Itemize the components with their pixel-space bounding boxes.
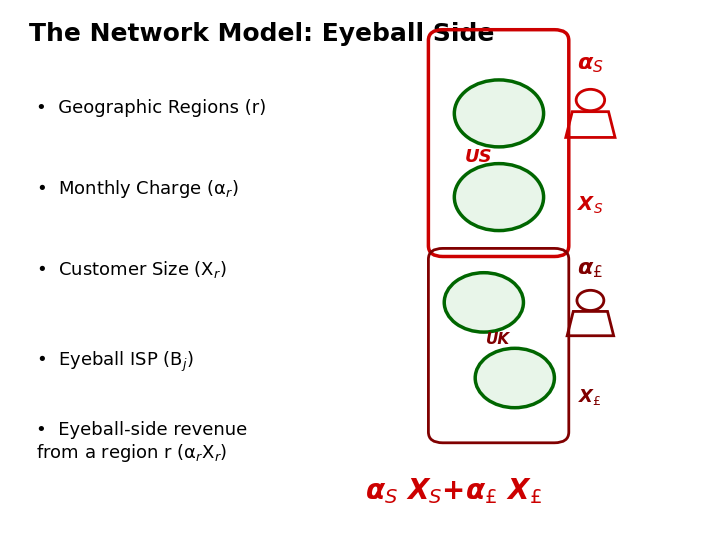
Circle shape [454,164,544,231]
Text: US: US [465,147,492,166]
Text: α$_S$: α$_S$ [577,55,604,75]
Circle shape [444,273,523,332]
Text: α$_£$: α$_£$ [577,260,603,280]
Text: •  Eyeball ISP (B$_j$): • Eyeball ISP (B$_j$) [36,350,194,374]
Text: B$_2$: B$_2$ [490,189,508,205]
Text: X$_S$: X$_S$ [577,194,603,216]
Text: X$_£$: X$_£$ [578,387,603,407]
Circle shape [454,80,544,147]
Text: •  Monthly Charge (α$_r$): • Monthly Charge (α$_r$) [36,178,238,200]
Text: •  Eyeball-side revenue
from a region r (α$_r$X$_r$): • Eyeball-side revenue from a region r (… [36,421,247,464]
Text: •  Customer Size (X$_r$): • Customer Size (X$_r$) [36,260,227,280]
Text: •  Geographic Regions (r): • Geographic Regions (r) [36,99,266,117]
Text: B$_1$: B$_1$ [490,105,508,122]
Text: α$_S$ X$_S$+α$_£$ X$_£$: α$_S$ X$_S$+α$_£$ X$_£$ [365,476,542,507]
Text: B$_2$: B$_2$ [475,294,492,310]
Circle shape [475,348,554,408]
Text: The Network Model: Eyeball Side: The Network Model: Eyeball Side [29,22,494,45]
Text: B$_3$: B$_3$ [506,370,523,386]
Text: UK: UK [486,332,510,347]
